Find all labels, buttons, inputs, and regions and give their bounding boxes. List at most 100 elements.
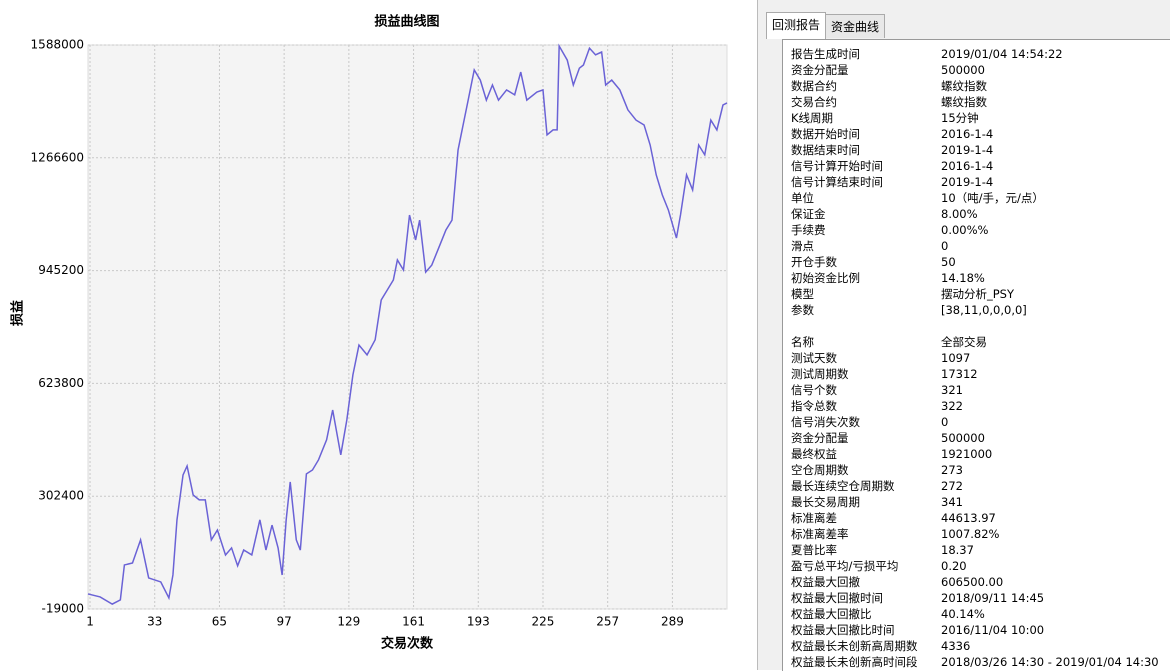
- x-tick-label: 289: [661, 615, 684, 629]
- report-label: 初始资金比例: [791, 271, 860, 285]
- report-value: 18.37: [941, 543, 974, 557]
- report-value: 50: [941, 255, 956, 269]
- report-label: 信号计算结束时间: [791, 175, 883, 189]
- report-value: 341: [941, 495, 963, 509]
- report-label: 资金分配量: [791, 431, 849, 445]
- report-value: 0.20: [941, 559, 967, 573]
- report-label: 资金分配量: [791, 63, 849, 77]
- y-tick-label: 1266600: [31, 150, 84, 164]
- report-label: 模型: [791, 287, 814, 301]
- report-value: 2019-1-4: [941, 143, 994, 157]
- report-value: 4336: [941, 639, 971, 653]
- report-value: 2019-1-4: [941, 175, 994, 189]
- report-value: 1097: [941, 351, 971, 365]
- report-value: 44613.97: [941, 511, 996, 525]
- x-tick-label: 129: [337, 615, 360, 629]
- report-value: 摆动分析_PSY: [941, 287, 1015, 301]
- report-value: 8.00%: [941, 207, 978, 221]
- report-label: 空仓周期数: [791, 463, 849, 477]
- y-axis-label: 损益: [10, 300, 26, 326]
- report-label: 测试周期数: [791, 367, 849, 381]
- report-value: 螺纹指数: [941, 79, 987, 93]
- report-label: 开仓手数: [791, 255, 837, 269]
- report-value: 17312: [941, 367, 978, 381]
- plot-area: [87, 44, 728, 610]
- report-value: 全部交易: [941, 335, 987, 349]
- x-axis-label: 交易次数: [381, 636, 434, 652]
- report-value: 0.00%%: [941, 223, 989, 237]
- report-value: 2018/09/11 14:45: [941, 591, 1045, 605]
- tab-bar: 回测报告 资金曲线: [766, 12, 886, 39]
- report-label: 最终权益: [791, 447, 837, 461]
- x-tick-label: 97: [277, 615, 292, 629]
- y-tick-label: 302400: [38, 489, 84, 503]
- line-series: [87, 43, 728, 605]
- report-value: 606500.00: [941, 575, 1004, 589]
- report-value: 321: [941, 383, 963, 397]
- x-tick-label: 1: [86, 615, 94, 629]
- report-label: K线周期: [791, 111, 834, 125]
- report-value: 1921000: [941, 447, 993, 461]
- report-label: 参数: [791, 303, 814, 317]
- report-label: 权益最大回撤: [791, 575, 860, 589]
- report-value: 10（吨/手，元/点）: [941, 191, 1044, 205]
- y-tick-label: -19000: [41, 602, 84, 616]
- report-value: 0: [941, 239, 949, 253]
- report-value: 2018/03/26 14:30 - 2019/01/04 14:30: [941, 655, 1159, 669]
- report-label: 指令总数: [791, 399, 837, 413]
- report-label: 信号消失次数: [791, 415, 860, 429]
- report-value: 0: [941, 415, 949, 429]
- report-value: [38,11,0,0,0,0]: [941, 303, 1027, 317]
- report-value: 40.14%: [941, 607, 985, 621]
- report-value: 272: [941, 479, 963, 493]
- y-tick-label: 945200: [38, 263, 84, 277]
- report-value: 322: [941, 399, 963, 413]
- report-label: 手续费: [791, 223, 826, 237]
- report-value: 1007.82%: [941, 527, 1000, 541]
- chart-title: 损益曲线图: [374, 14, 439, 30]
- report-label: 权益最长未创新高周期数: [791, 639, 918, 653]
- report-label: 测试天数: [791, 351, 837, 365]
- report-label: 权益最长未创新高时间段: [791, 655, 918, 669]
- report-label: 保证金: [791, 207, 826, 221]
- report-label: 信号个数: [791, 383, 837, 397]
- tab[interactable]: 回测报告: [766, 12, 827, 39]
- report-label: 标准离差: [791, 511, 837, 525]
- chart: 损益曲线图 损益 交易次数 -1900030240062380094520012…: [10, 14, 728, 652]
- report-label: 权益最大回撤比时间: [791, 623, 895, 637]
- report-value: 螺纹指数: [941, 95, 987, 109]
- report-label: 权益最大回撤时间: [791, 591, 883, 605]
- x-tick-label: 225: [532, 615, 555, 629]
- report-value: 2016-1-4: [941, 159, 994, 173]
- report-label: 夏普比率: [791, 543, 837, 557]
- report-value: 2016-1-4: [941, 127, 994, 141]
- report-value: 500000: [941, 63, 985, 77]
- report-label: 数据开始时间: [791, 127, 860, 141]
- report-label: 数据合约: [791, 79, 837, 93]
- report-label: 单位: [791, 191, 814, 205]
- report-label: 盈亏总平均/亏损平均: [791, 559, 899, 573]
- report-panel: 回测报告 资金曲线 报告生成时间 2019/01/04 14:54:22 资金分配量…: [757, 0, 1170, 671]
- report-value: 15分钟: [941, 111, 979, 125]
- report-content: 报告生成时间 2019/01/04 14:54:22 资金分配量 500000 数据合约…: [782, 39, 1170, 671]
- x-tick-label: 161: [402, 615, 425, 629]
- report-label: 报告生成时间: [791, 47, 860, 61]
- report-value: 2019/01/04 14:54:22: [941, 47, 1063, 61]
- x-tick-label: 65: [212, 615, 227, 629]
- report-label: 标准离差率: [791, 527, 849, 541]
- x-tick-label: 257: [596, 615, 619, 629]
- report-label: 最长交易周期: [791, 495, 860, 509]
- tab[interactable]: 资金曲线: [825, 14, 886, 38]
- report-label: 滑点: [791, 239, 814, 253]
- report-label: 交易合约: [791, 95, 837, 109]
- report-value: 500000: [941, 431, 985, 445]
- x-tick-label: 33: [147, 615, 162, 629]
- y-tick-label: 623800: [38, 376, 84, 390]
- report-value: 2016/11/04 10:00: [941, 623, 1045, 637]
- report-value: 273: [941, 463, 963, 477]
- report-label: 名称: [791, 335, 814, 349]
- y-tick-label: 1588000: [31, 38, 84, 52]
- report-label: 最长连续空仓周期数: [791, 479, 895, 493]
- report-label: 权益最大回撤比: [791, 607, 872, 621]
